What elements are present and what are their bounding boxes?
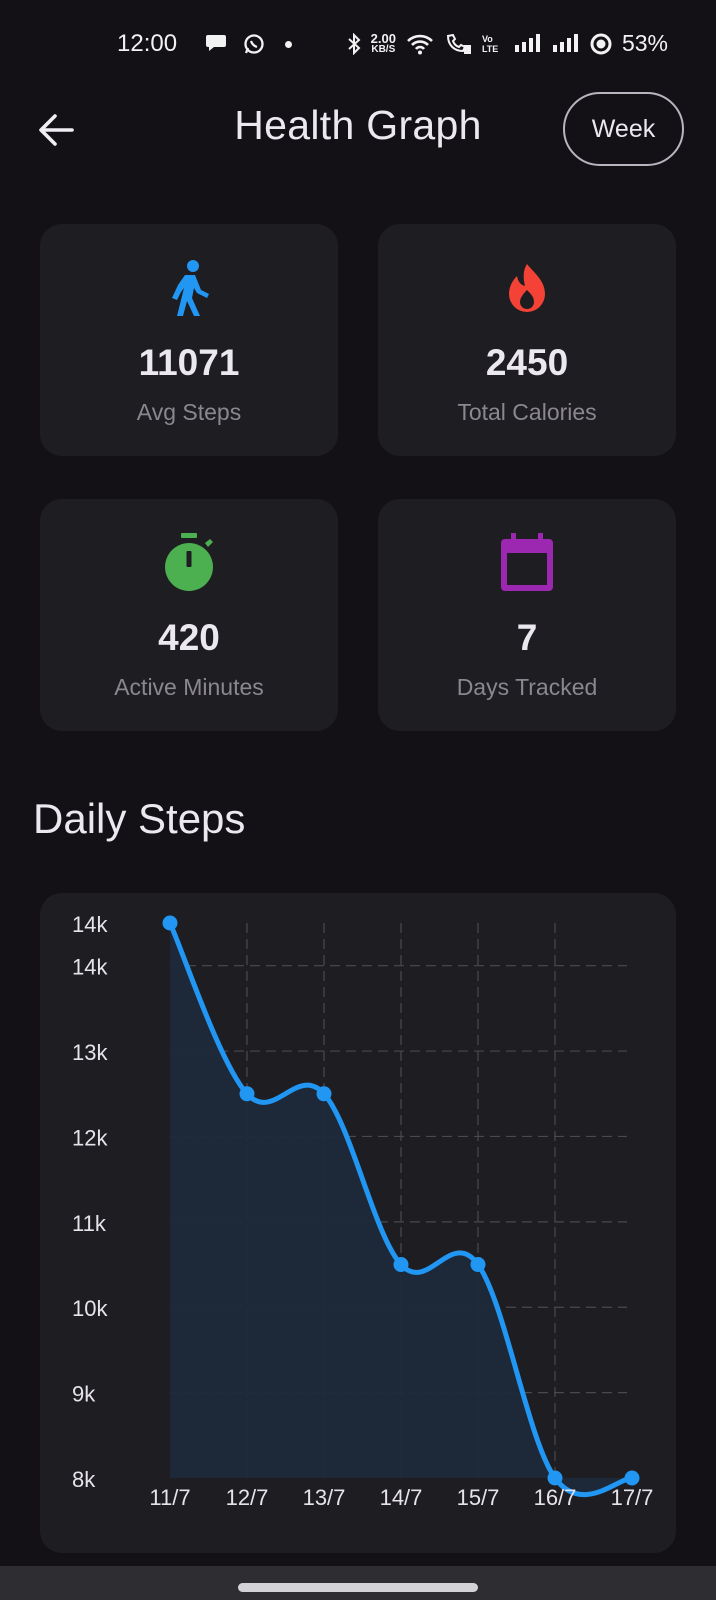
bluetooth-icon: [347, 32, 361, 55]
page-title: Health Graph: [234, 102, 482, 148]
data-point-12-7: [239, 1086, 255, 1102]
data-point-17-7: [624, 1470, 640, 1486]
total-calories-value: 2450: [485, 342, 569, 383]
avg-steps-value: 11071: [138, 342, 240, 383]
network-speed-unit: KB/S: [371, 44, 396, 55]
area-fill: [170, 923, 632, 1495]
section-title: Daily Steps: [33, 795, 246, 842]
signal-strength-icon: [514, 33, 542, 55]
message-bubble-icon: [205, 33, 229, 55]
total-calories-label: Total Calories: [457, 399, 597, 425]
x-tick-label: 11/7: [149, 1485, 190, 1510]
days-tracked-label: Days Tracked: [456, 674, 598, 700]
data-point-13-7: [316, 1086, 332, 1102]
days-tracked-value: 7: [516, 617, 538, 658]
total-calories-card[interactable]: 2450 Total Calories: [378, 224, 676, 456]
data-point-14-7: [393, 1257, 409, 1273]
y-tick-label: 14k: [72, 912, 108, 937]
active-minutes-value: 420: [158, 617, 220, 658]
dot-icon: [285, 40, 292, 48]
back-button[interactable]: [30, 106, 82, 158]
network-speed: 2.00 KB/S: [371, 32, 396, 55]
x-tick-label: 13/7: [303, 1485, 346, 1510]
whatsapp-icon: [243, 33, 267, 55]
data-point-11-7: [162, 915, 178, 931]
data-point-16-7: [547, 1470, 563, 1486]
wifi-calling-icon: [444, 33, 472, 55]
data-point-15-7: [470, 1257, 486, 1273]
battery-ring-icon: [590, 33, 612, 55]
system-icons: 2.00 KB/S Vo LTE 53%: [347, 30, 668, 57]
status-time: 12:00: [117, 30, 178, 57]
battery-percent: 53%: [621, 30, 668, 56]
network-speed-value: 2.00: [370, 31, 396, 46]
days-tracked-card[interactable]: 7 Days Tracked: [378, 499, 676, 731]
arrow-left-icon: [37, 113, 75, 152]
active-minutes-card[interactable]: 420 Active Minutes: [40, 499, 338, 731]
avg-steps-card[interactable]: 11071 Avg Steps: [40, 224, 338, 456]
fire-icon: [378, 258, 676, 318]
y-tick-label: 14k: [72, 955, 108, 980]
y-tick-label: 11k: [72, 1211, 107, 1236]
y-tick-label: 10k: [72, 1296, 108, 1321]
wifi-icon: [406, 33, 434, 55]
x-tick-label: 14/7: [380, 1485, 423, 1510]
chart-canvas: 14k 14k 13k 12k 11k 10k 9k 8k 11/7 12/7 13/7 14/7 15…: [72, 912, 654, 1510]
calendar-icon: [378, 533, 676, 593]
active-minutes-label: Active Minutes: [114, 674, 264, 700]
stopwatch-icon: [40, 533, 338, 593]
status-bar: 12:00 2.00 KB/S Vo LTE: [0, 0, 716, 92]
app-bar: Health Graph Week: [0, 92, 716, 172]
x-tick-label: 16/7: [534, 1485, 577, 1510]
signal-strength-2-icon: [552, 33, 580, 55]
y-tick-label: 12k: [72, 1125, 108, 1150]
avg-steps-label: Avg Steps: [136, 399, 242, 425]
home-gesture-handle[interactable]: [238, 1583, 478, 1592]
volte-indicator: Vo LTE: [481, 33, 499, 54]
notification-icons: [205, 33, 292, 55]
walking-person-icon: [40, 258, 338, 318]
y-tick-label: 13k: [72, 1040, 108, 1065]
x-tick-label: 12/7: [226, 1485, 269, 1510]
daily-steps-chart[interactable]: 14k 14k 13k 12k 11k 10k 9k 8k 11/7 12/7 13/7 14/7 15…: [40, 893, 676, 1553]
x-tick-label: 17/7: [611, 1485, 654, 1510]
x-tick-label: 15/7: [457, 1485, 500, 1510]
week-range-button[interactable]: Week: [563, 92, 684, 166]
y-tick-label: 9k: [72, 1382, 96, 1407]
y-tick-label: 8k: [72, 1467, 96, 1492]
